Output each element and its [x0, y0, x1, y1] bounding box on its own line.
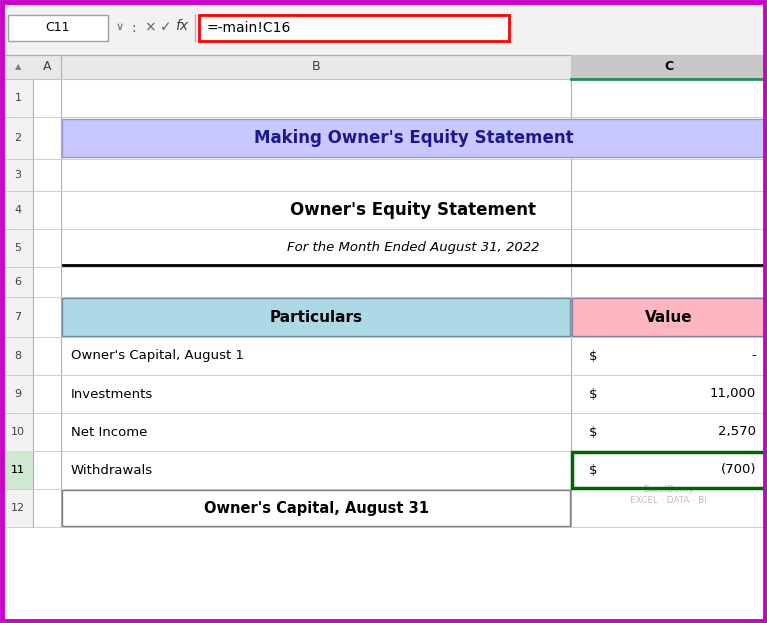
Bar	[62, 298, 570, 336]
Text: For the Month Ended August 31, 2022: For the Month Ended August 31, 2022	[288, 242, 540, 255]
Text: ×: ×	[144, 21, 156, 34]
Text: 7: 7	[15, 312, 21, 322]
Text: -: -	[751, 350, 756, 363]
Text: 6: 6	[15, 277, 21, 287]
Text: Withdrawals: Withdrawals	[71, 464, 153, 477]
Text: 12: 12	[11, 503, 25, 513]
Text: C11: C11	[46, 21, 71, 34]
Text: Owner's Equity Statement: Owner's Equity Statement	[291, 201, 536, 219]
Text: $: $	[589, 426, 597, 439]
Text: 11: 11	[11, 465, 25, 475]
Text: A: A	[43, 60, 51, 74]
Bar	[3, 451, 33, 489]
Text: 3: 3	[15, 170, 21, 180]
Text: 10: 10	[11, 427, 25, 437]
Text: (700): (700)	[720, 464, 756, 477]
Text: Net Income: Net Income	[71, 426, 147, 439]
Text: =-main!C16: =-main!C16	[207, 21, 291, 34]
Bar	[2, 55, 765, 79]
Bar	[199, 14, 509, 40]
Text: B: B	[311, 60, 321, 74]
Text: Making Owner's Equity Statement: Making Owner's Equity Statement	[254, 129, 573, 147]
Text: :: :	[132, 21, 137, 34]
Text: 1: 1	[15, 93, 21, 103]
Text: $: $	[589, 464, 597, 477]
Bar	[572, 298, 765, 336]
Text: $: $	[589, 388, 597, 401]
Text: Particulars: Particulars	[269, 310, 363, 325]
Text: Value: Value	[645, 310, 693, 325]
Text: C: C	[664, 60, 673, 74]
Text: Owner's Capital, August 1: Owner's Capital, August 1	[71, 350, 244, 363]
Text: 11,000: 11,000	[709, 388, 756, 401]
Bar	[8, 14, 108, 40]
Text: 8: 8	[15, 351, 21, 361]
Bar	[3, 79, 33, 527]
Text: 9: 9	[15, 389, 21, 399]
Bar	[62, 119, 765, 157]
Text: 5: 5	[15, 243, 21, 253]
Text: 2,570: 2,570	[718, 426, 756, 439]
Bar	[2, 0, 765, 55]
Text: 11: 11	[11, 465, 25, 475]
Text: ▲: ▲	[15, 62, 21, 72]
Text: 4: 4	[15, 205, 21, 215]
Bar	[62, 490, 570, 526]
Bar	[572, 452, 765, 488]
Text: Investments: Investments	[71, 388, 153, 401]
Text: ∨: ∨	[116, 22, 124, 32]
Text: $: $	[589, 350, 597, 363]
Text: fx: fx	[176, 19, 189, 34]
Text: ✓: ✓	[160, 21, 172, 34]
Text: ExcelDemy
EXCEL · DATA · BI: ExcelDemy EXCEL · DATA · BI	[630, 485, 707, 505]
Text: Owner's Capital, August 31: Owner's Capital, August 31	[203, 500, 429, 515]
Bar	[571, 55, 766, 79]
Text: 2: 2	[15, 133, 21, 143]
